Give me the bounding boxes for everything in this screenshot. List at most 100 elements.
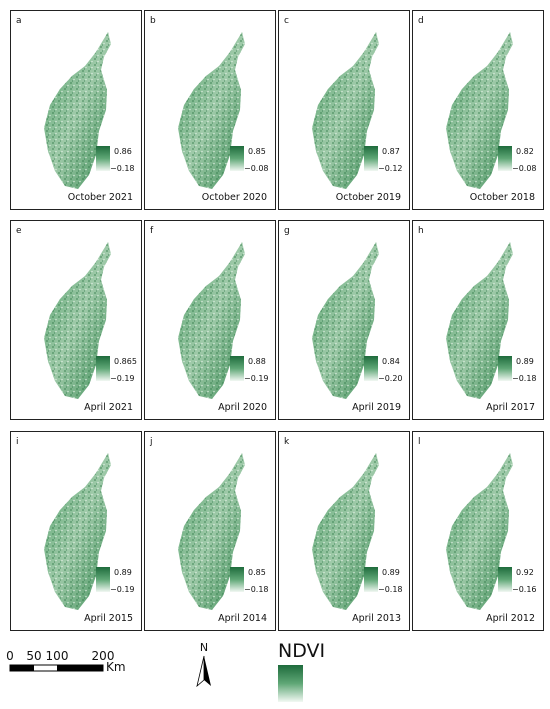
panel-date: April 2014 bbox=[218, 613, 267, 624]
legend-min: −0.20 bbox=[378, 374, 403, 383]
legend-max: 0.87 bbox=[382, 147, 400, 156]
panel-date: October 2018 bbox=[470, 192, 535, 203]
legend-max: 0.84 bbox=[382, 357, 400, 366]
legend-min: −0.12 bbox=[378, 164, 403, 173]
panel-letter: i bbox=[16, 437, 19, 447]
north-arrow: N bbox=[196, 641, 211, 688]
legend-title: NDVI bbox=[278, 640, 325, 662]
island-texture bbox=[446, 32, 513, 189]
legend-ramp bbox=[364, 146, 378, 171]
scale-label: 50 bbox=[26, 649, 41, 663]
legend-max: 0.85 bbox=[248, 568, 266, 577]
island-texture bbox=[44, 242, 111, 399]
map-panel: c 0.87 −0.12 October 2019 bbox=[278, 10, 410, 210]
map-panel: h 0.89 −0.18 April 2017 bbox=[412, 220, 544, 420]
legend: NDVI bbox=[278, 640, 325, 702]
island-texture bbox=[178, 32, 245, 189]
arrow-half bbox=[204, 656, 211, 686]
island-texture bbox=[446, 242, 513, 399]
map-panel: e 0.865 −0.19 April 2021 bbox=[10, 220, 142, 420]
legend-max: 0.865 bbox=[114, 357, 137, 366]
legend-ramp bbox=[96, 356, 110, 381]
island-texture bbox=[312, 32, 379, 189]
legend-ramp bbox=[498, 146, 512, 171]
legend-max: 0.86 bbox=[114, 147, 132, 156]
legend-ramp bbox=[364, 567, 378, 592]
panel-date: October 2021 bbox=[68, 192, 133, 203]
island-texture bbox=[312, 453, 379, 610]
legend-max: 0.92 bbox=[516, 568, 534, 577]
legend-ramp bbox=[230, 567, 244, 592]
scale-bar: 0 50 100 200 Km bbox=[6, 649, 125, 674]
panel-letter: k bbox=[284, 437, 290, 447]
panel-grid: a 0.86 −0.18 October 2021 b 0.85 −0.08 October … bbox=[10, 10, 544, 631]
panel-date: October 2020 bbox=[202, 192, 267, 203]
panel-date: April 2021 bbox=[84, 402, 133, 413]
legend-min: −0.08 bbox=[244, 164, 269, 173]
map-panel: l 0.92 −0.16 April 2012 bbox=[412, 431, 544, 631]
legend-min: −0.19 bbox=[110, 585, 135, 594]
legend-ramp bbox=[230, 356, 244, 381]
panel-date: April 2020 bbox=[218, 402, 267, 413]
map-panel: b 0.85 −0.08 October 2020 bbox=[144, 10, 276, 210]
legend-max: 0.89 bbox=[382, 568, 400, 577]
scale-unit: Km bbox=[106, 660, 126, 674]
legend-ramp bbox=[96, 146, 110, 171]
legend-min: −0.16 bbox=[512, 585, 537, 594]
map-panel: i 0.89 −0.19 April 2015 bbox=[10, 431, 142, 631]
legend-min: −0.18 bbox=[110, 164, 135, 173]
scale-label: 200 bbox=[92, 649, 115, 663]
scale-segment bbox=[57, 665, 103, 671]
arrow-half bbox=[196, 655, 205, 688]
scale-segment bbox=[10, 665, 34, 671]
legend-max: 0.89 bbox=[114, 568, 132, 577]
panel-letter: j bbox=[149, 437, 153, 447]
panel-date: April 2013 bbox=[352, 613, 401, 624]
north-label: N bbox=[200, 641, 208, 654]
panel-date: April 2012 bbox=[486, 613, 535, 624]
panel-letter: b bbox=[150, 16, 156, 26]
legend-ramp bbox=[364, 356, 378, 381]
panel-letter: g bbox=[284, 226, 290, 236]
legend-ramp bbox=[278, 665, 303, 702]
legend-min: −0.19 bbox=[244, 374, 269, 383]
map-panel: j 0.85 −0.18 April 2014 bbox=[144, 431, 276, 631]
legend-ramp bbox=[96, 567, 110, 592]
map-panel: d 0.82 −0.08 October 2018 bbox=[412, 10, 544, 210]
legend-max: 0.88 bbox=[248, 357, 266, 366]
panel-date: April 2015 bbox=[84, 613, 133, 624]
panel-date: April 2019 bbox=[352, 402, 401, 413]
legend-min: −0.19 bbox=[110, 374, 135, 383]
legend-min: −0.18 bbox=[512, 374, 537, 383]
map-panel: a 0.86 −0.18 October 2021 bbox=[10, 10, 142, 210]
island-texture bbox=[178, 453, 245, 610]
scale-label: 100 bbox=[46, 649, 69, 663]
panel-letter: e bbox=[16, 226, 22, 236]
legend-max: 0.85 bbox=[248, 147, 266, 156]
island-texture bbox=[178, 242, 245, 399]
legend-max: 0.82 bbox=[516, 147, 534, 156]
panel-date: April 2017 bbox=[486, 402, 535, 413]
panel-letter: c bbox=[284, 16, 289, 26]
island-texture bbox=[446, 453, 513, 610]
legend-ramp bbox=[498, 567, 512, 592]
island-texture bbox=[44, 32, 111, 189]
legend-min: −0.18 bbox=[378, 585, 403, 594]
legend-ramp bbox=[230, 146, 244, 171]
panel-letter: d bbox=[418, 16, 424, 26]
legend-min: −0.08 bbox=[512, 164, 537, 173]
island-texture bbox=[44, 453, 111, 610]
panel-letter: f bbox=[150, 226, 154, 236]
panel-letter: a bbox=[16, 16, 22, 26]
map-panel: k 0.89 −0.18 April 2013 bbox=[278, 431, 410, 631]
map-panel: f 0.88 −0.19 April 2020 bbox=[144, 220, 276, 420]
panel-letter: h bbox=[418, 226, 424, 236]
legend-min: −0.18 bbox=[244, 585, 269, 594]
panel-date: October 2019 bbox=[336, 192, 401, 203]
scale-label: 0 bbox=[6, 649, 14, 663]
legend-ramp bbox=[498, 356, 512, 381]
legend-max: 0.89 bbox=[516, 357, 534, 366]
island-texture bbox=[312, 242, 379, 399]
map-panel: g 0.84 −0.20 April 2019 bbox=[278, 220, 410, 420]
